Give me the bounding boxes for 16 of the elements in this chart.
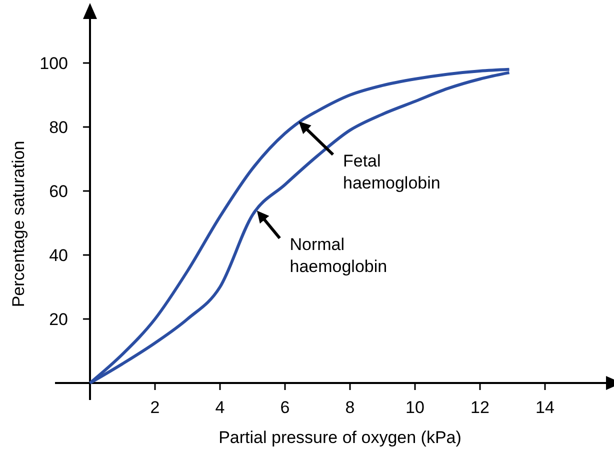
annotation: Normal haemoglobin — [290, 235, 388, 276]
x-tick-label: 12 — [470, 398, 490, 417]
x-tick-label: 2 — [150, 398, 160, 417]
annotation: Fetal haemoglobin — [343, 152, 440, 193]
y-axis-title: Percentage saturation — [9, 140, 28, 308]
x-tick-label: 8 — [345, 398, 355, 417]
x-tick-label: 10 — [406, 398, 424, 417]
x-tick-label: 14 — [536, 398, 554, 417]
y-tick-label: 100 — [40, 54, 68, 73]
x-tick-label: 6 — [280, 398, 290, 417]
y-tick-label: 40 — [49, 246, 68, 265]
y-tick-label: 60 — [49, 182, 68, 201]
y-tick-label: 80 — [49, 118, 68, 137]
y-tick-label: 20 — [49, 310, 68, 329]
x-axis-title: Partial pressure of oxygen (kPa) — [218, 428, 462, 447]
x-tick-label: 4 — [215, 398, 225, 417]
